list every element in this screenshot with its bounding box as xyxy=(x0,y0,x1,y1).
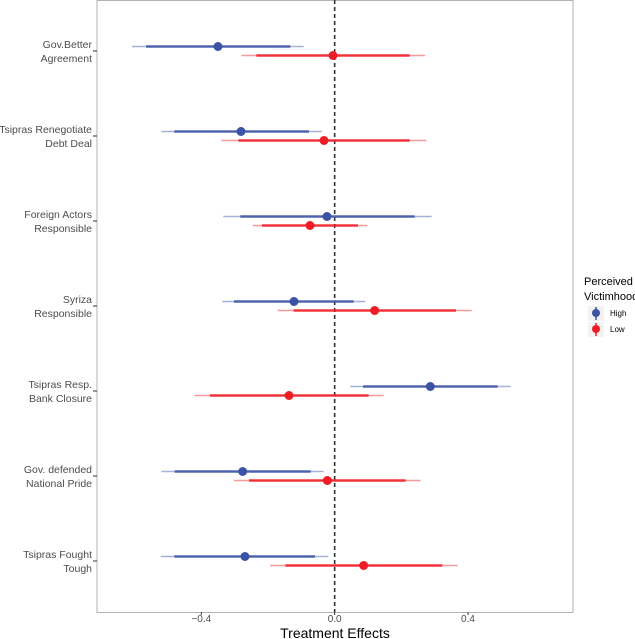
point-estimate-high xyxy=(236,127,246,136)
y-tick-label: Debt Deal xyxy=(45,138,92,150)
y-tick-label: Bank Closure xyxy=(29,393,92,405)
x-tick-label: 0.4 xyxy=(461,614,475,625)
x-axis-label: Treatment Effects xyxy=(280,625,390,639)
point-estimate-low xyxy=(370,306,380,315)
legend-label-high: High xyxy=(610,309,626,318)
point-estimate-low xyxy=(328,51,338,60)
point-estimate-high xyxy=(213,42,223,51)
point-estimate-high xyxy=(425,382,435,391)
y-tick-label: Responsible xyxy=(34,308,92,320)
point-estimate-high xyxy=(289,297,299,306)
y-tick-label: National Pride xyxy=(26,478,92,490)
point-estimate-low xyxy=(359,561,369,570)
y-tick-label: Agreement xyxy=(41,53,92,65)
legend-title-line1: Perceived xyxy=(584,276,633,288)
x-tick-label: 0.0 xyxy=(328,614,342,625)
y-tick-label: Foreign Actors xyxy=(24,209,92,221)
y-tick-label: Responsible xyxy=(34,223,92,235)
y-tick-label: Gov. defended xyxy=(24,464,92,476)
point-estimate-high xyxy=(240,552,250,561)
y-tick-label: Tough xyxy=(63,563,92,575)
point-estimate-low xyxy=(322,476,332,485)
legend-title-line2: Victimhood xyxy=(584,291,635,303)
legend-key-point xyxy=(592,325,600,333)
point-estimate-high xyxy=(238,467,248,476)
y-tick-label: Tsipras Resp. xyxy=(28,379,92,391)
x-tick-label: −0.4 xyxy=(191,614,211,625)
legend: Perceived Victimhood High Low xyxy=(584,276,635,337)
legend-label-low: Low xyxy=(610,325,625,334)
point-estimate-low xyxy=(305,221,315,230)
y-tick-label: Gov.Better xyxy=(43,39,93,51)
y-tick-label: Syriza xyxy=(63,294,92,306)
point-estimate-low xyxy=(319,136,329,145)
legend-key-point xyxy=(592,309,600,317)
y-tick-label: Tsipras Renegotiate xyxy=(0,124,92,136)
plot-panel xyxy=(96,0,574,613)
point-estimate-high xyxy=(322,212,332,221)
point-estimate-low xyxy=(284,391,294,400)
y-tick-label: Tsipras Fought xyxy=(23,549,92,561)
